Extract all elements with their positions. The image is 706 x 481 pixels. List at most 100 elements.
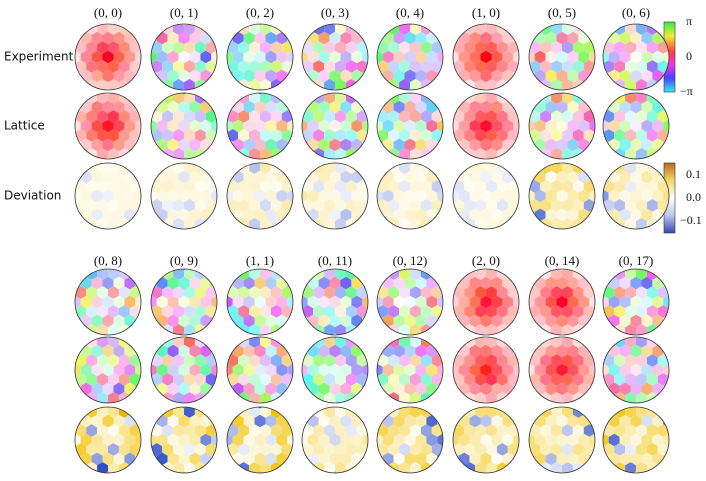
hex-pixel (377, 424, 389, 437)
hex-pixel (318, 276, 330, 290)
hex-pixel (562, 269, 573, 280)
hex-pixel (410, 337, 421, 348)
hex-pixel (200, 189, 212, 203)
hex-pixel (162, 424, 174, 437)
hex-pixel (630, 138, 642, 152)
hex-pixel (382, 189, 394, 203)
disk-outline (301, 92, 369, 160)
hex-pixel (486, 462, 497, 473)
hex-pixel (265, 314, 277, 328)
hex-pixel (102, 414, 114, 428)
hex-pixel (318, 344, 330, 358)
hex-pixel (507, 424, 519, 437)
hex-pixel (173, 218, 184, 229)
hex-pixel (318, 50, 330, 64)
hex-pixel (194, 443, 206, 456)
hex-pixel (534, 363, 546, 377)
hex-pixel (545, 119, 557, 133)
hex-pixel (431, 443, 443, 456)
hex-pixel (646, 286, 658, 299)
hex-pixel (636, 148, 647, 159)
hex-pixel (151, 110, 163, 123)
hex-pixel (486, 407, 497, 418)
hex-pixel (458, 189, 470, 203)
hex-pixel (393, 69, 405, 83)
hex-pixel (91, 170, 103, 184)
detector-disk (453, 163, 519, 229)
hex-pixel (102, 452, 114, 466)
column-label: (0, 11) (318, 253, 352, 268)
hex-pixel (184, 443, 195, 456)
hex-pixel (630, 414, 642, 428)
hex-pixel (227, 129, 239, 142)
hex-pixel (614, 354, 626, 367)
hex-pixel (281, 373, 293, 386)
hex-pixel (108, 443, 119, 456)
hex-pixel (545, 69, 557, 83)
hex-pixel (608, 119, 620, 133)
hex-pixel (502, 119, 514, 133)
hex-pixel (173, 337, 184, 348)
detector-disk (603, 269, 669, 335)
hex-pixel (404, 314, 416, 328)
hex-pixel (562, 41, 573, 54)
hex-pixel (249, 324, 260, 335)
hex-pixel (97, 180, 108, 193)
hex-pixel (265, 100, 277, 114)
hex-pixel (108, 110, 119, 123)
hex-pixel (249, 148, 260, 159)
hex-pixel (572, 110, 584, 123)
hex-pixel (603, 41, 615, 54)
hex-pixel (545, 295, 557, 309)
disk-outline (602, 268, 670, 336)
hex-pixel (260, 354, 271, 367)
hex-pixel (551, 337, 562, 348)
hex-pixel (540, 110, 552, 123)
hex-pixel (388, 286, 400, 299)
hex-pixel (86, 110, 98, 123)
column-label: (0, 1) (170, 5, 198, 20)
hex-pixel (205, 199, 217, 212)
hex-pixel (657, 41, 669, 54)
hex-pixel (625, 218, 636, 229)
hex-pixel (636, 79, 647, 90)
hex-pixel (551, 443, 562, 456)
hex-pixel (302, 305, 314, 318)
hex-pixel (502, 433, 514, 447)
hex-pixel (329, 119, 341, 133)
hex-pixel (431, 60, 443, 73)
hex-pixel (614, 286, 626, 299)
hex-pixel (307, 295, 319, 309)
hex-pixel (377, 354, 389, 367)
hex-pixel (469, 276, 481, 290)
hex-pixel (507, 373, 519, 386)
hex-pixel (302, 354, 314, 367)
hex-pixel (399, 110, 410, 123)
hex-pixel (108, 424, 119, 437)
detector-disk (377, 93, 443, 159)
hex-pixel (486, 110, 497, 123)
hex-pixel (97, 443, 108, 456)
hex-pixel (572, 305, 584, 318)
hex-pixel (545, 433, 557, 447)
hex-pixel (625, 269, 636, 280)
hex-pixel (302, 286, 314, 299)
hex-pixel (641, 50, 653, 64)
hex-pixel (464, 110, 476, 123)
hex-pixel (324, 305, 335, 318)
hex-pixel (491, 344, 503, 358)
detector-disk (529, 407, 595, 473)
hex-pixel (249, 286, 260, 299)
hex-pixel (75, 305, 87, 318)
hex-pixel (410, 424, 421, 437)
hex-pixel (91, 189, 103, 203)
hex-pixel (260, 424, 271, 437)
hex-pixel (265, 433, 277, 447)
disk-outline (602, 162, 670, 230)
hex-pixel (335, 424, 346, 437)
hex-pixel (194, 60, 206, 73)
hex-pixel (249, 93, 260, 104)
hex-pixel (567, 31, 579, 45)
hex-pixel (619, 295, 631, 309)
hex-pixel (404, 189, 416, 203)
